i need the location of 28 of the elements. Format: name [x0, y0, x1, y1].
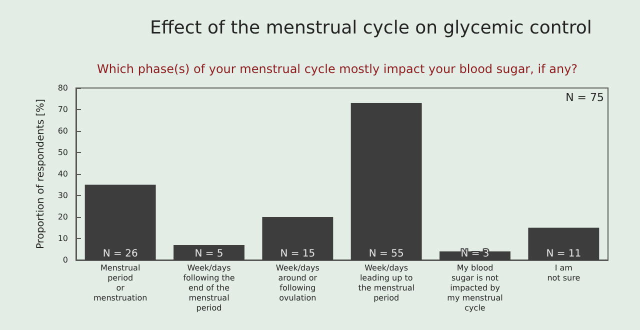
bar	[350, 103, 422, 260]
y-tick-label: 40	[58, 170, 68, 178]
y-axis-title: Proportion of respondents [%]	[36, 98, 46, 250]
annotation: N = 75	[566, 91, 604, 104]
y-tick-label: 10	[58, 234, 68, 243]
chart-title: Effect of the menstrual cycle on glycemic control	[150, 18, 592, 38]
y-tick-label: 0	[62, 256, 68, 264]
annotation: N = 26	[102, 248, 138, 260]
x-tick-label: I am not sure	[547, 264, 580, 282]
y-tick-label: 50	[58, 148, 68, 157]
x-tick-label: Menstrual period or menstruation	[93, 264, 148, 302]
y-tick-label: 20	[58, 212, 68, 222]
annotation: N = 15	[280, 248, 316, 260]
bar	[84, 184, 156, 260]
y-tick-label: 60	[58, 126, 68, 136]
annotation: N = 5	[194, 248, 224, 260]
bar	[262, 217, 334, 260]
y-tick-label: 70	[58, 105, 68, 114]
x-tick-label: Week/days leading up to the menstrual period	[358, 264, 414, 302]
y-tick-label: 80	[58, 84, 68, 92]
x-tick-label: Week/days around or following ovulation	[276, 264, 320, 302]
annotation: N = 55	[368, 248, 404, 260]
x-tick-label: Week/days following the end of the menstrual period	[183, 264, 235, 312]
annotation: N = 11	[546, 248, 582, 260]
y-tick-label: 30	[58, 191, 68, 200]
x-tick-label: My blood sugar is not impacted by my menstrual cycle	[447, 264, 503, 312]
bar	[528, 228, 600, 260]
chart-subtitle: Which phase(s) of your menstrual cycle mostly impact your blood sugar, if any?	[97, 62, 578, 76]
